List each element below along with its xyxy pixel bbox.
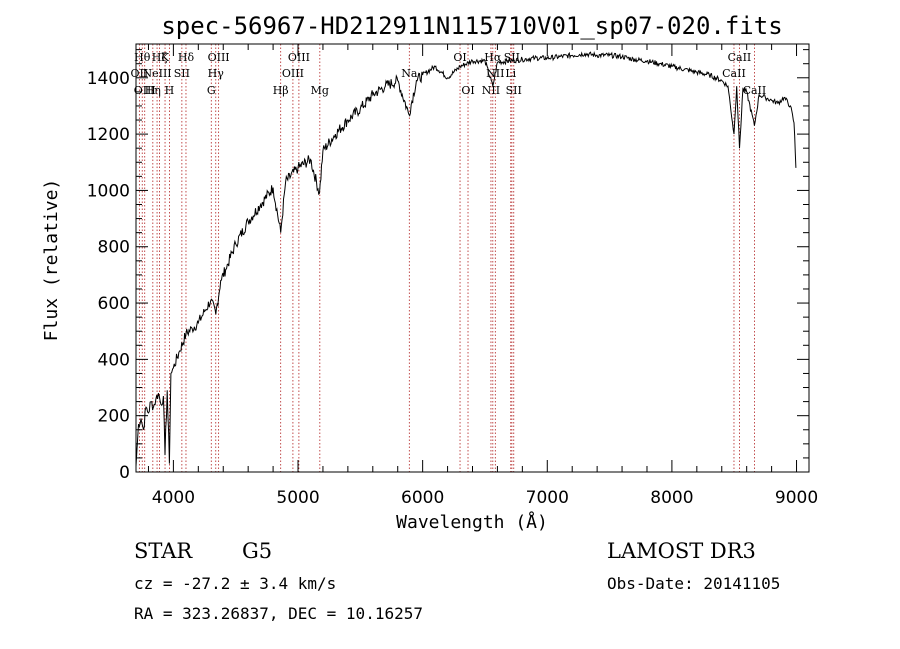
line-label-12: OIII (208, 51, 230, 64)
line-labels: OIIHθOIIIHηNeIIIHζKHSIIHδGHγOIIIHβOIIIOI… (131, 51, 767, 97)
line-label-19: OI (461, 84, 474, 97)
object-class: STAR (134, 539, 193, 563)
y-tick-label-3: 600 (98, 294, 130, 314)
x-tick-label-5: 9000 (775, 488, 818, 508)
line-label-6: K (161, 51, 170, 64)
line-label-20: NII (482, 84, 500, 97)
y-tick-label-5: 1000 (87, 181, 130, 201)
x-axis-label: Wavelength (Å) (396, 511, 548, 533)
line-label-0: OII (131, 67, 149, 80)
line-label-18: OI (453, 51, 466, 64)
line-label-1: Hθ (134, 51, 151, 64)
y-axis-label: Flux (relative) (41, 179, 62, 342)
y-axis-ticks: 0 200 400 600 800 1000 1200 1400 (87, 49, 809, 483)
line-label-3: Hη (145, 84, 161, 97)
y-tick-label-0: 0 (119, 463, 130, 483)
x-tick-label-3: 7000 (526, 488, 569, 508)
line-label-21: Hα (484, 51, 502, 64)
y-tick-label-1: 200 (98, 407, 130, 427)
line-label-2: OIII (134, 84, 156, 97)
line-label-14: OIII (282, 67, 304, 80)
chart-title: spec-56967-HD212911N115710V01_sp07-020.f… (161, 12, 782, 40)
spectrum-series-line (135, 50, 797, 467)
x-tick-label-4: 8000 (650, 488, 693, 508)
line-label-23: Li (505, 67, 516, 80)
y-tick-label-6: 1200 (87, 125, 130, 145)
object-subclass: G5 (242, 539, 272, 563)
line-label-8: SII (174, 67, 190, 80)
observation-date: Obs-Date: 20141105 (607, 574, 780, 593)
line-label-16: Mg (311, 84, 329, 97)
x-tick-label-1: 5000 (276, 488, 319, 508)
line-label-13: Hβ (273, 84, 289, 97)
x-tick-label-0: 4000 (152, 488, 195, 508)
coordinates: RA = 323.26837, DEC = 10.16257 (134, 604, 423, 623)
line-label-7: H (165, 84, 175, 97)
line-label-15: OIII (288, 51, 310, 64)
y-tick-label-2: 400 (98, 350, 130, 370)
line-label-10: G (207, 84, 216, 97)
line-label-27: CaII (728, 51, 752, 64)
line-label-17: Na (401, 67, 418, 80)
line-label-26: CaII (722, 67, 746, 80)
line-label-4: NeIII (142, 67, 171, 80)
plot-frame (135, 43, 810, 473)
line-label-5: Hζ (152, 51, 168, 64)
line-label-28: CaII (743, 84, 767, 97)
line-markers (138, 44, 755, 472)
line-label-25: SII (506, 84, 522, 97)
line-label-11: Hγ (208, 67, 225, 80)
survey-name: LAMOST DR3 (607, 539, 756, 563)
y-tick-label-7: 1400 (87, 69, 130, 89)
x-axis-ticks: 4000 5000 6000 7000 8000 9000 (147, 44, 818, 508)
line-label-9: Hδ (178, 51, 195, 64)
redshift-velocity: cz = -27.2 ± 3.4 km/s (134, 574, 336, 593)
x-tick-label-2: 6000 (401, 488, 444, 508)
y-tick-label-4: 800 (98, 238, 130, 258)
